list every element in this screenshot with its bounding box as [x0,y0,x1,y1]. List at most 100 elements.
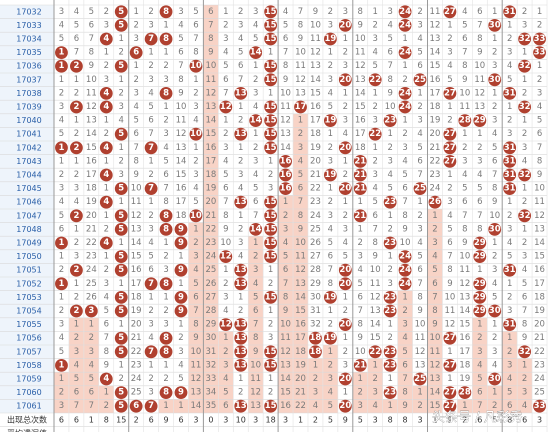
miss-count: 13 [295,88,306,98]
miss-count: 1 [119,238,124,248]
miss-count: 1 [447,374,452,384]
miss-count: 14 [205,116,216,126]
miss-count: 1 [358,197,363,207]
ball [144,141,158,155]
ball [264,345,278,359]
miss-count: 21 [205,211,216,221]
miss-count: 3 [253,88,258,98]
miss-count: 19 [430,116,441,126]
miss-count: 20 [86,211,97,221]
miss-count: 17 [86,170,97,180]
ball [70,304,83,318]
ball-number: 23 [384,360,396,370]
miss-count: 4 [283,238,288,248]
miss-count: 13 [459,292,470,302]
miss-count: 2 [387,333,392,343]
ball [234,127,248,141]
miss-count: 1 [74,279,79,289]
ball [264,114,278,127]
ball [144,182,158,196]
issue-number: 17058 [16,361,41,370]
ball-number: 32 [519,211,531,221]
ball-number: 4 [103,102,109,112]
miss-count: 5 [89,374,94,384]
ball [70,141,83,155]
miss-count: 19 [534,306,545,316]
miss-count: 1 [537,7,542,17]
miss-count: 12 [370,292,381,302]
miss-count: 3 [283,224,288,234]
ball-number: 5 [118,61,124,71]
ball-number: 23 [384,238,396,248]
miss-count: 5 [462,20,467,30]
miss-count: 2 [178,333,183,343]
miss-count: 4 [178,20,183,30]
miss-count: 4 [74,360,79,370]
miss-count: 1 [104,211,109,221]
miss-count: 5 [298,170,303,180]
ball-number: 32 [519,34,531,44]
miss-count: 2 [119,374,124,384]
ball [309,345,322,359]
miss-count: 4 [313,401,318,411]
miss-count: 7 [298,7,303,17]
miss-count: 5 [178,374,183,384]
miss-count: 2 [74,129,79,139]
ball-number: 13 [235,129,247,139]
ball-number: 5 [118,388,124,398]
miss-count: 9 [402,401,407,411]
miss-count: 7 [477,401,482,411]
ball-number: 27 [444,401,456,411]
miss-count: 14 [355,88,366,98]
miss-count: 1 [372,360,377,370]
miss-count: 3 [223,143,228,153]
ball [473,236,487,250]
miss-count: 4 [74,7,79,17]
miss-count: 26 [310,238,321,248]
miss-count: 1 [522,184,527,194]
miss-count: 8 [163,197,168,207]
miss-count: 7 [104,333,109,343]
miss-count: 1 [193,143,198,153]
ball [338,399,352,413]
ball-number: 32 [519,102,531,112]
miss-count: 8 [462,224,467,234]
miss-count: 4 [372,48,377,58]
miss-count: 2 [343,347,348,357]
ball-number: 2 [73,265,79,275]
ball-number: 25 [414,374,426,384]
miss-count: 12 [295,75,306,85]
miss-count: 34 [205,388,216,398]
miss-count: 1 [163,238,168,248]
ball-number: 24 [399,102,411,112]
miss-count: 6 [358,292,363,302]
ball-number: 15 [265,7,277,17]
miss-count: 2 [492,401,497,411]
ball [99,100,113,114]
miss-count: 1 [119,34,124,44]
miss-count: 1 [178,401,183,411]
miss-count: 4 [462,170,467,180]
miss-count: 2 [163,306,168,316]
miss-count: 1 [133,7,138,17]
miss-count: 3 [343,116,348,126]
miss-count: 3 [372,170,377,180]
ball-number: 13 [235,279,247,289]
miss-count: 14 [280,374,291,384]
miss-count: 4 [74,197,79,207]
ball-number: 21 [354,170,366,180]
miss-count: 4 [417,238,422,248]
ball [398,100,412,114]
miss-count: 10 [415,320,426,330]
miss-count: 10 [355,34,366,44]
ball [338,263,352,277]
miss-count: 2 [163,374,168,384]
miss-count: 1 [74,156,79,166]
miss-count: 18 [205,170,216,180]
miss-count: 1 [223,116,228,126]
ball [443,5,457,19]
ball-number: 2 [73,143,79,153]
ball [264,291,278,304]
miss-count: 1 [283,197,288,207]
